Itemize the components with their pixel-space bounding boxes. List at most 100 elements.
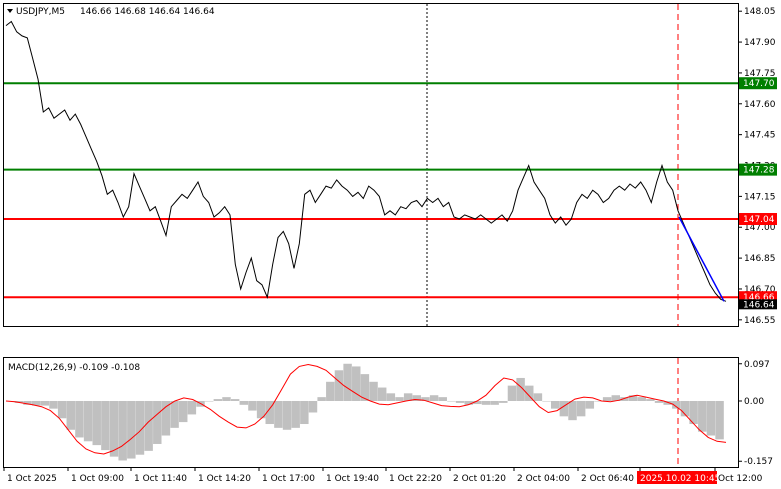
- macd-histogram-bar: [576, 400, 586, 417]
- current-price-tag-label: 146.64: [743, 300, 775, 310]
- level-price-tag-label: 147.70: [743, 79, 775, 89]
- macd-histogram-bar: [421, 397, 430, 401]
- macd-histogram-bar: [360, 374, 370, 401]
- level-price-tag: [739, 77, 777, 90]
- macd-histogram-bar: [715, 400, 724, 440]
- time-tick-label-highlight: 2025.10.02 10:45: [640, 474, 720, 484]
- macd-histogram-bar: [282, 400, 292, 430]
- macd-histogram-bar: [256, 400, 266, 419]
- macd-histogram-bar: [507, 385, 517, 401]
- symbol-label: USDJPY,M5: [16, 7, 65, 17]
- macd-histogram-bar: [300, 400, 309, 425]
- macd-histogram-bar: [31, 400, 41, 406]
- macd-histogram-bar: [23, 400, 32, 405]
- price-tick-label: 148.05: [744, 7, 776, 17]
- macd-histogram-bar: [239, 400, 249, 405]
- macd-histogram-bar: [326, 381, 335, 401]
- macd-histogram-bar: [646, 399, 655, 401]
- macd-histogram-bar: [525, 385, 534, 401]
- macd-series: [5, 363, 727, 461]
- macd-histogram-bar: [455, 400, 465, 403]
- dropdown-triangle-icon[interactable]: [7, 9, 13, 13]
- macd-histogram-bar: [663, 400, 672, 405]
- macd-histogram-bar: [187, 400, 197, 415]
- macd-histogram-bar: [533, 393, 543, 401]
- time-tick-label: 1 Oct 2025: [7, 474, 57, 484]
- macd-histogram-bar: [109, 400, 119, 457]
- macd-histogram-bar: [464, 400, 473, 405]
- header: USDJPY,M5 146.66 146.68 146.64 146.64 MA…: [7, 7, 215, 373]
- time-tick-label: Oct 12:00: [718, 474, 763, 484]
- macd-histogram-bar: [516, 377, 525, 401]
- price-tick-label: 147.60: [744, 100, 776, 110]
- macd-histogram-bar: [698, 400, 707, 432]
- price-tick-label: 147.00: [744, 223, 776, 233]
- macd-histogram-bar: [559, 400, 569, 417]
- macd-histogram-bar: [161, 400, 171, 436]
- macd-histogram-bar: [204, 400, 214, 402]
- macd-histogram-bar: [101, 400, 110, 451]
- macd-signal-line: [5, 363, 727, 455]
- macd-histogram-bar: [637, 397, 646, 401]
- trend-line-segment: [678, 216, 725, 302]
- macd-histogram-bar: [585, 400, 595, 409]
- macd-histogram-bar: [170, 400, 179, 428]
- price-tick-label: 146.55: [744, 316, 776, 326]
- macd-histogram-bar: [542, 400, 551, 402]
- macd-histogram-bar: [654, 400, 664, 403]
- macd-histogram-bar: [179, 400, 188, 423]
- macd-histogram-bar: [83, 400, 93, 442]
- macd-histogram-bar: [386, 393, 396, 401]
- macd-histogram-bar: [291, 400, 300, 428]
- macd-panel-frame: [3, 357, 739, 468]
- macd-histogram-bar: [499, 400, 508, 403]
- macd-histogram-bar: [550, 400, 560, 409]
- price-series: [5, 20, 727, 302]
- macd-histogram-bar: [602, 397, 612, 401]
- time-tick-label: 2 Oct 01:20: [453, 474, 506, 484]
- macd-histogram-bar: [490, 400, 499, 405]
- price-tick-label: 147.75: [744, 69, 776, 79]
- price-tick-label: 146.85: [744, 254, 776, 264]
- level-price-tag: [739, 213, 777, 226]
- macd-histogram-bar: [429, 395, 439, 401]
- macd-histogram-bar: [248, 400, 257, 411]
- time-tick-label: 1 Oct 14:20: [198, 474, 251, 484]
- macd-tick-label: 0.00: [744, 397, 764, 407]
- time-axis: 1 Oct 2025 1 Oct 09:00 1 Oct 11:40 1 Oct 14…: [3, 467, 763, 484]
- macd-histogram-bar: [680, 400, 690, 417]
- price-tick-label: 146.70: [744, 285, 776, 295]
- horizontal-levels: [4, 82, 738, 299]
- macd-histogram-bar: [473, 400, 482, 405]
- macd-histogram-bar: [127, 400, 136, 459]
- macd-histogram-bar: [75, 400, 84, 438]
- time-tick-label: 1 Oct 19:40: [326, 474, 379, 484]
- macd-histogram-bar: [308, 400, 318, 413]
- level-price-tag-label: 146.66: [743, 293, 775, 303]
- time-tick-label: 2 Oct 06:40: [581, 474, 634, 484]
- macd-histogram-bar: [40, 400, 50, 406]
- macd-histogram-bar: [568, 400, 577, 421]
- time-tick-label: 1 Oct 22:20: [389, 474, 442, 484]
- macd-histogram-bar: [369, 381, 378, 401]
- current-price-tag: [739, 299, 777, 310]
- time-tick-label: 1 Oct 09:00: [71, 474, 124, 484]
- macd-histogram-bar: [377, 387, 387, 401]
- ohlc-values: 146.66 146.68 146.64 146.64: [80, 7, 215, 17]
- trend-line: [678, 216, 725, 302]
- macd-histogram-bar: [594, 400, 603, 402]
- level-price-tag-label: 147.28: [743, 166, 775, 176]
- macd-histogram-bar: [317, 397, 326, 401]
- time-tick-label: 1 Oct 17:00: [262, 474, 315, 484]
- macd-histogram-bar: [49, 400, 58, 409]
- macd-histogram-bar: [611, 395, 620, 401]
- macd-histogram-bar: [334, 370, 344, 401]
- macd-histogram-bar: [689, 400, 698, 425]
- price-panel-frame: [3, 3, 739, 327]
- macd-histogram-bar: [222, 397, 231, 401]
- macd-histogram-bar: [153, 400, 162, 444]
- level-price-tag: [739, 163, 777, 176]
- macd-histogram-bar: [672, 400, 681, 409]
